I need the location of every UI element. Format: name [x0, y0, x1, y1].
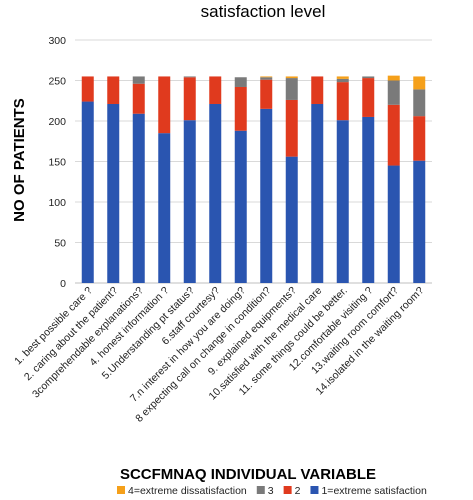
- chart-title: satisfaction level: [201, 2, 326, 21]
- legend-swatch: [117, 486, 125, 494]
- bar-segment: [336, 82, 349, 121]
- bar-segment: [234, 130, 247, 283]
- bar-segment: [260, 79, 273, 109]
- y-tick-label: 100: [48, 197, 66, 209]
- legend-swatch: [310, 486, 319, 494]
- bar-segment: [81, 101, 94, 283]
- bar-segment: [234, 77, 247, 87]
- x-axis-ticks: 1. best possible care ?2. caring about t…: [12, 285, 426, 425]
- bar-segment: [285, 99, 298, 157]
- bar-segment: [387, 104, 400, 166]
- bar-segment: [107, 103, 120, 284]
- y-tick-label: 50: [54, 238, 66, 250]
- bar-segment: [132, 113, 145, 284]
- bar-segment: [387, 75, 400, 81]
- bar-segment: [413, 89, 426, 117]
- y-tick-label: 250: [48, 76, 66, 88]
- bar-segment: [81, 76, 94, 102]
- bar-segment: [285, 76, 298, 79]
- bar-segment: [362, 78, 375, 117]
- bar-segment: [311, 103, 324, 284]
- y-tick-label: 150: [48, 157, 66, 169]
- y-tick-label: 300: [48, 35, 66, 47]
- bar-segment: [183, 120, 196, 283]
- y-axis-ticks: 0 50 100 150 200 250 300: [48, 35, 66, 290]
- bar-segment: [260, 108, 273, 283]
- legend-swatch: [256, 486, 265, 494]
- bar-segment: [234, 86, 247, 131]
- y-tick-label: 200: [48, 116, 66, 128]
- bar-segment: [413, 76, 426, 90]
- bar-segment: [362, 76, 375, 79]
- bar-segment: [413, 160, 426, 283]
- bar-segment: [336, 78, 349, 83]
- bar-segment: [158, 76, 171, 134]
- bar-segment: [311, 76, 324, 104]
- legend: 4=extreme dissatisfaction 3 2 1=extreme sat…: [117, 485, 427, 497]
- bar-segment: [209, 76, 222, 104]
- legend-label: 2: [295, 485, 301, 497]
- y-axis-title: NO OF PATIENTS: [11, 98, 28, 222]
- bar-segment: [285, 78, 298, 100]
- bar-segment: [285, 156, 298, 283]
- legend-label: 4=extreme dissatisfaction: [128, 485, 247, 497]
- bar-segment: [387, 165, 400, 283]
- bar-segment: [107, 76, 120, 104]
- legend-label: 1=extreme satisfaction: [321, 485, 427, 497]
- bar-segment: [336, 76, 349, 79]
- bar-segment: [336, 120, 349, 283]
- legend-label: 3: [268, 485, 274, 497]
- bar-segment: [387, 80, 400, 105]
- bar-segment: [183, 76, 196, 78]
- bar-segment: [260, 76, 273, 78]
- bars: [81, 75, 426, 284]
- legend-swatch: [283, 486, 292, 494]
- bar-segment: [158, 133, 171, 283]
- bar-segment: [260, 77, 273, 80]
- bar-segment: [132, 83, 145, 114]
- bar-segment: [362, 116, 375, 283]
- bar-segment: [209, 103, 222, 284]
- bar-segment: [413, 116, 426, 161]
- bar-segment: [183, 77, 196, 121]
- x-axis-title: SCCFMNAQ INDIVIDUAL VARIABLE: [120, 466, 376, 483]
- x-tick-label: 3comprehendable explanations?: [30, 285, 146, 401]
- gridlines: [75, 39, 432, 284]
- bar-segment: [132, 76, 145, 84]
- y-tick-label: 0: [60, 278, 66, 290]
